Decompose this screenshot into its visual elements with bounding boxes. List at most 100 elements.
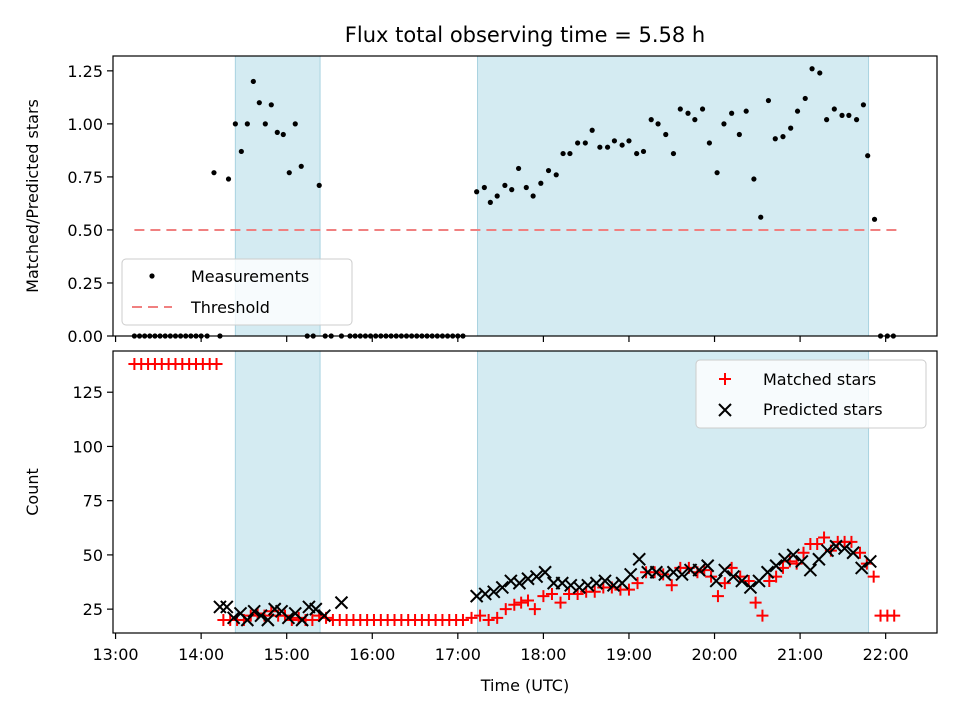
measurement-point: [238, 148, 244, 155]
y-tick-label: 0.00: [67, 327, 103, 346]
measurement-point: [824, 117, 830, 123]
ratio-panel: 0.00 0.25 0.50 0.75 1.00 1.25 Matched/Predict…: [23, 55, 938, 346]
shaded-interval: [477, 55, 870, 337]
measurement-point: [729, 110, 735, 116]
measurement-point: [250, 78, 256, 85]
predicted-star-point: [692, 563, 706, 577]
predicted-star-point: [769, 559, 783, 573]
predicted-star-point: [512, 576, 527, 590]
matched-star-point: [521, 594, 534, 607]
measurement-point: [865, 153, 871, 159]
measurement-point: [648, 117, 654, 123]
measurement-point: [751, 176, 757, 182]
predicted-star-point: [220, 600, 234, 614]
measurement-point: [262, 121, 268, 127]
measurement-point: [772, 136, 778, 142]
x-axis-label: Time (UTC): [480, 676, 569, 695]
predicted-star-point: [261, 613, 275, 627]
bottom-y-axis-label: Count: [23, 468, 42, 516]
measurement-point: [567, 150, 573, 157]
measurement-point: [677, 106, 683, 112]
x-tick-label: 15:00: [264, 645, 310, 664]
predicted-star-point: [529, 569, 544, 584]
measurement-point: [244, 121, 250, 127]
measurement-point: [502, 182, 508, 188]
matched-star-point: [499, 603, 512, 616]
matched-star-point: [756, 609, 769, 622]
predicted-star-point: [632, 552, 646, 566]
predicted-star-point: [504, 574, 518, 588]
y-tick-label: 1.25: [67, 62, 103, 81]
predicted-star-point: [829, 539, 843, 553]
matched-star-point: [528, 603, 541, 616]
y-tick-label: 25: [83, 600, 103, 619]
legend-measurements-label: Measurements: [191, 267, 309, 286]
matched-star-point: [665, 579, 678, 592]
predicted-star-point: [658, 567, 672, 582]
legend-matched-marker: [719, 373, 731, 385]
x-tick-label: 22:00: [863, 645, 909, 664]
measurement-point: [860, 102, 867, 108]
predicted-star-point: [649, 565, 664, 579]
legend-measurement-marker: [149, 273, 155, 279]
predicted-star-point: [247, 604, 261, 619]
measurement-point: [640, 148, 647, 155]
predicted-star-point: [521, 572, 535, 586]
legend-predicted-marker: [718, 403, 732, 417]
top-axes-frame: [112, 55, 938, 337]
x-tick-label: 21:00: [777, 645, 823, 664]
predicted-star-point: [240, 613, 255, 627]
matched-star-point: [648, 566, 661, 579]
y-tick-label: 100: [72, 437, 103, 456]
predicted-star-point: [786, 548, 800, 562]
measurement-point: [794, 108, 801, 114]
predicted-star-points: [213, 539, 877, 627]
measurement-point: [685, 110, 691, 116]
measurement-point: [575, 140, 581, 146]
measurement-point: [853, 117, 860, 123]
measurement-point: [298, 163, 304, 169]
predicted-star-point: [803, 563, 818, 577]
measurement-point: [670, 150, 677, 157]
measurement-point: [871, 216, 878, 222]
measurement-point: [699, 106, 706, 112]
measurement-point: [714, 170, 720, 176]
measurement-point: [286, 170, 292, 176]
predicted-star-point: [226, 611, 241, 625]
predicted-star-point: [213, 600, 227, 614]
bottom-axis-ticks: 25 50 75 100 125 13:00 14:00 15:00 16:00 17:00 18:…: [72, 383, 908, 664]
y-tick-label: 75: [83, 492, 103, 511]
predicted-star-point: [735, 574, 749, 588]
predicted-star-point: [487, 585, 501, 599]
measurement-point: [743, 108, 749, 114]
predicted-star-point: [478, 587, 492, 601]
predicted-star-point: [666, 565, 681, 579]
top-legend: Measurements Threshold: [121, 258, 353, 326]
predicted-star-point: [598, 574, 612, 588]
legend-predicted-label: Predicted stars: [763, 400, 883, 419]
top-axis-ticks: 0.00 0.25 0.50 0.75 1.00 1.25: [67, 62, 887, 346]
predicted-star-point: [675, 567, 689, 582]
predicted-star-point: [281, 611, 296, 625]
matched-star-point: [474, 609, 487, 622]
chart-title: Flux total observing time = 5.58 h: [345, 23, 705, 47]
bottom-axes-frame: [112, 350, 938, 634]
measurement-point: [758, 214, 764, 220]
shaded-interval: [234, 350, 321, 634]
predicted-star-point: [623, 567, 638, 582]
predicted-star-point: [469, 589, 484, 603]
measurement-point: [846, 112, 852, 118]
measurement-point: [626, 138, 632, 144]
predicted-star-point: [700, 559, 715, 573]
measurement-point: [611, 138, 618, 144]
measurement-point: [211, 170, 217, 176]
measurement-point: [788, 125, 794, 131]
matched-star-point: [210, 358, 223, 371]
matched-star-point: [718, 577, 731, 590]
predicted-star-point: [726, 569, 741, 584]
predicted-star-point: [538, 565, 552, 579]
y-tick-label: 125: [72, 383, 103, 402]
predicted-star-point: [820, 543, 835, 558]
count-panel: 25 50 75 100 125 13:00 14:00 15:00 16:00 17:00 18:…: [23, 350, 938, 695]
x-tick-label: 16:00: [349, 645, 395, 664]
